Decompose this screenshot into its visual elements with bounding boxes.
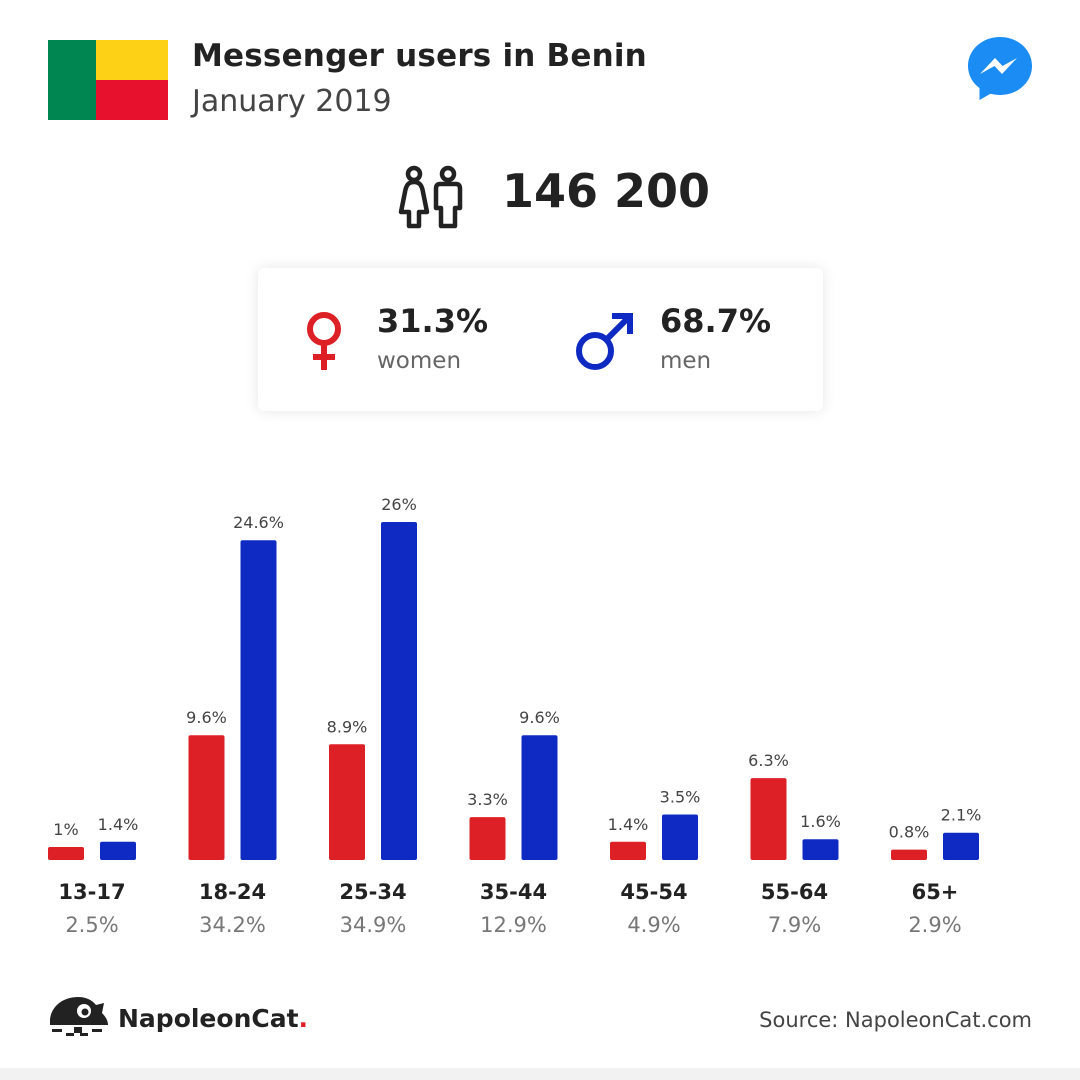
women-bar-18-24 bbox=[188, 735, 225, 860]
women-bar-label-55-64: 6.3% bbox=[748, 751, 789, 770]
women-bar-label-13-17: 1% bbox=[53, 820, 78, 839]
category-total-18-24: 34.2% bbox=[199, 913, 266, 937]
women-bar-label-65+: 0.8% bbox=[889, 823, 930, 842]
napoleoncat-brand-name: NapoleonCat. bbox=[118, 1004, 308, 1033]
men-bar-label-18-24: 24.6% bbox=[233, 513, 284, 532]
bottom-strip bbox=[0, 1068, 1080, 1080]
brand-dot: . bbox=[298, 1004, 309, 1033]
flag-yellow-stripe bbox=[96, 40, 168, 80]
men-bar-35-44 bbox=[521, 735, 558, 860]
flag-red-stripe bbox=[96, 80, 168, 120]
men-bar-55-64 bbox=[802, 839, 839, 860]
men-percentage: 68.7% bbox=[660, 302, 772, 340]
men-bar-label-65+: 2.1% bbox=[941, 806, 982, 825]
benin-flag bbox=[48, 40, 168, 120]
category-label-55-64: 55-64 bbox=[761, 880, 828, 904]
gender-summary-card bbox=[258, 268, 823, 411]
flag-green-stripe bbox=[48, 40, 96, 120]
category-total-25-34: 34.9% bbox=[340, 913, 407, 937]
people-icon bbox=[398, 165, 463, 229]
men-bar-label-25-34: 26% bbox=[381, 495, 417, 514]
men-bar-label-55-64: 1.6% bbox=[800, 812, 841, 831]
napoleoncat-logo-icon bbox=[50, 997, 108, 1036]
women-bar-label-35-44: 3.3% bbox=[467, 790, 508, 809]
women-label: women bbox=[377, 348, 462, 374]
men-bar-18-24 bbox=[240, 540, 277, 860]
women-bar-label-25-34: 8.9% bbox=[327, 717, 368, 736]
category-total-55-64: 7.9% bbox=[768, 913, 821, 937]
category-label-25-34: 25-34 bbox=[339, 880, 406, 904]
women-bar-25-34 bbox=[329, 744, 365, 860]
women-bar-45-54 bbox=[610, 841, 646, 860]
category-total-45-54: 4.9% bbox=[627, 913, 680, 937]
category-label-13-17: 13-17 bbox=[58, 880, 125, 904]
men-bar-label-13-17: 1.4% bbox=[98, 815, 139, 834]
men-bar-label-45-54: 3.5% bbox=[660, 788, 701, 807]
page-subtitle: January 2019 bbox=[192, 84, 392, 119]
men-bar-13-17 bbox=[100, 841, 136, 860]
women-bar-13-17 bbox=[48, 847, 84, 860]
women-percentage: 31.3% bbox=[377, 302, 489, 340]
category-total-65+: 2.9% bbox=[908, 913, 961, 937]
women-bar-35-44 bbox=[469, 817, 506, 860]
women-bar-65+ bbox=[891, 849, 927, 860]
female-symbol-icon bbox=[307, 312, 341, 370]
page-title: Messenger users in Benin bbox=[192, 38, 647, 74]
category-label-18-24: 18-24 bbox=[199, 880, 266, 904]
male-symbol-icon bbox=[576, 313, 633, 370]
category-label-65+: 65+ bbox=[912, 880, 959, 904]
women-bar-55-64 bbox=[750, 778, 787, 860]
category-label-35-44: 35-44 bbox=[480, 880, 547, 904]
men-bar-label-35-44: 9.6% bbox=[519, 708, 560, 727]
source-text: Source: NapoleonCat.com bbox=[759, 1008, 1032, 1032]
category-total-35-44: 12.9% bbox=[480, 913, 547, 937]
men-bar-65+ bbox=[943, 832, 979, 860]
men-bar-25-34 bbox=[381, 522, 417, 860]
women-bar-label-45-54: 1.4% bbox=[608, 815, 649, 834]
women-bar-label-18-24: 9.6% bbox=[186, 708, 227, 727]
age-gender-bar-chart: 1% 1.4% 13-17 2.5% 9.6% 24.6% 18-24 34.2% 8.9% 26… bbox=[48, 495, 982, 937]
brand-name-text: NapoleonCat bbox=[118, 1004, 299, 1033]
men-bar-45-54 bbox=[662, 814, 698, 860]
category-label-45-54: 45-54 bbox=[620, 880, 687, 904]
men-label: men bbox=[660, 348, 712, 374]
messenger-icon bbox=[968, 37, 1032, 100]
category-total-13-17: 2.5% bbox=[65, 913, 118, 937]
total-users-count: 146 200 bbox=[502, 164, 711, 218]
